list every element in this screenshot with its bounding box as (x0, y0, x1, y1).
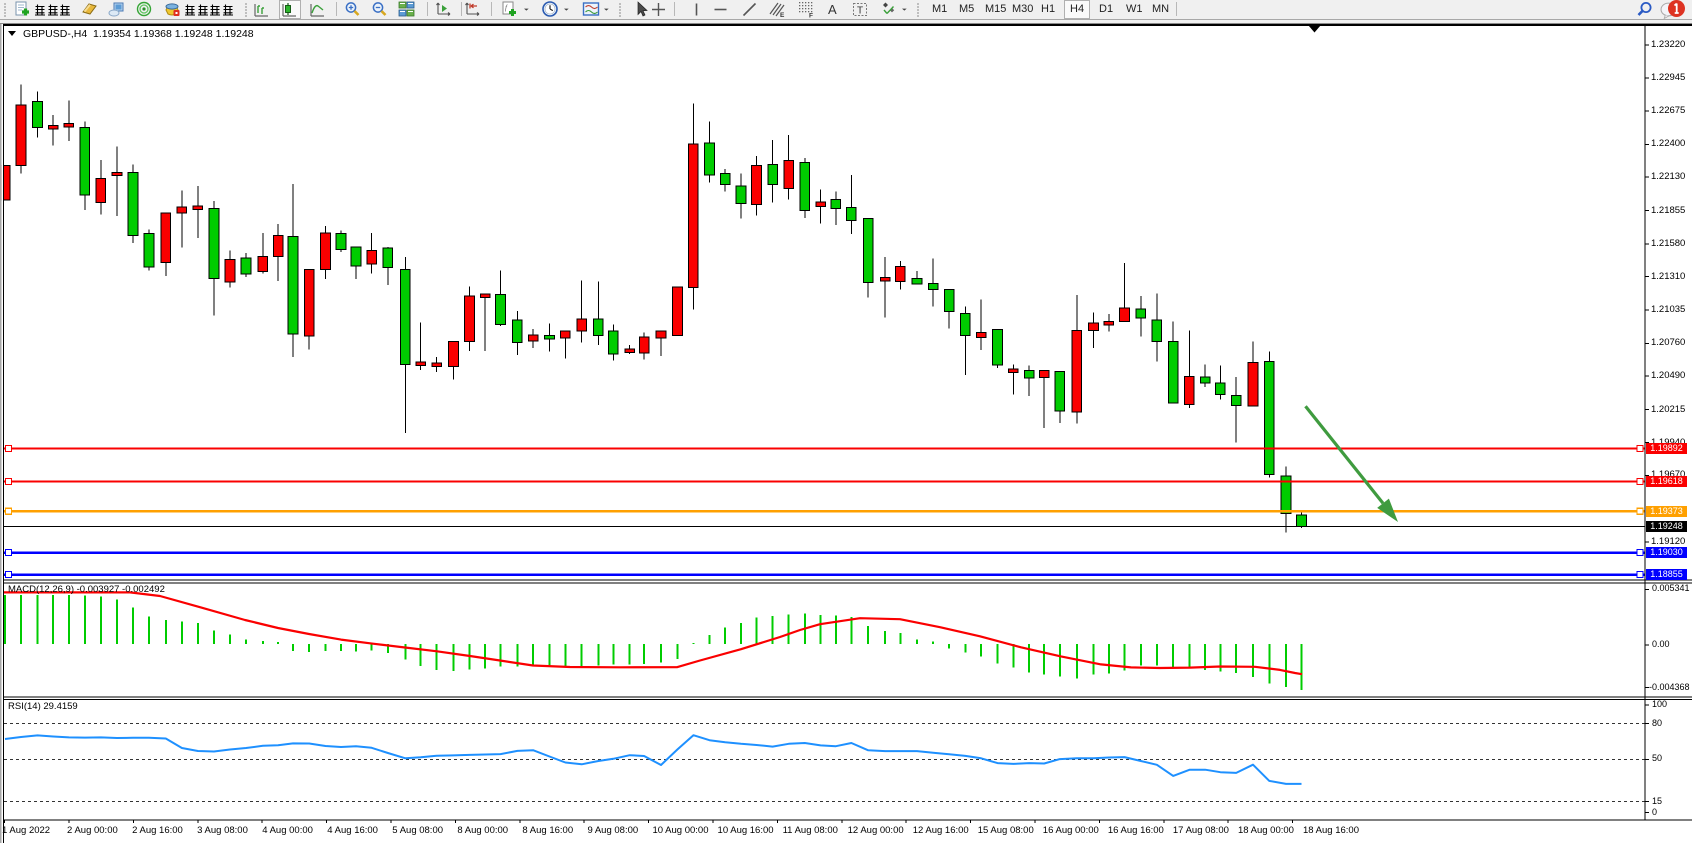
svg-text:T: T (857, 6, 863, 17)
svg-text:E: E (780, 12, 785, 18)
svg-text:f: f (505, 4, 508, 12)
svg-text:F: F (809, 13, 813, 19)
